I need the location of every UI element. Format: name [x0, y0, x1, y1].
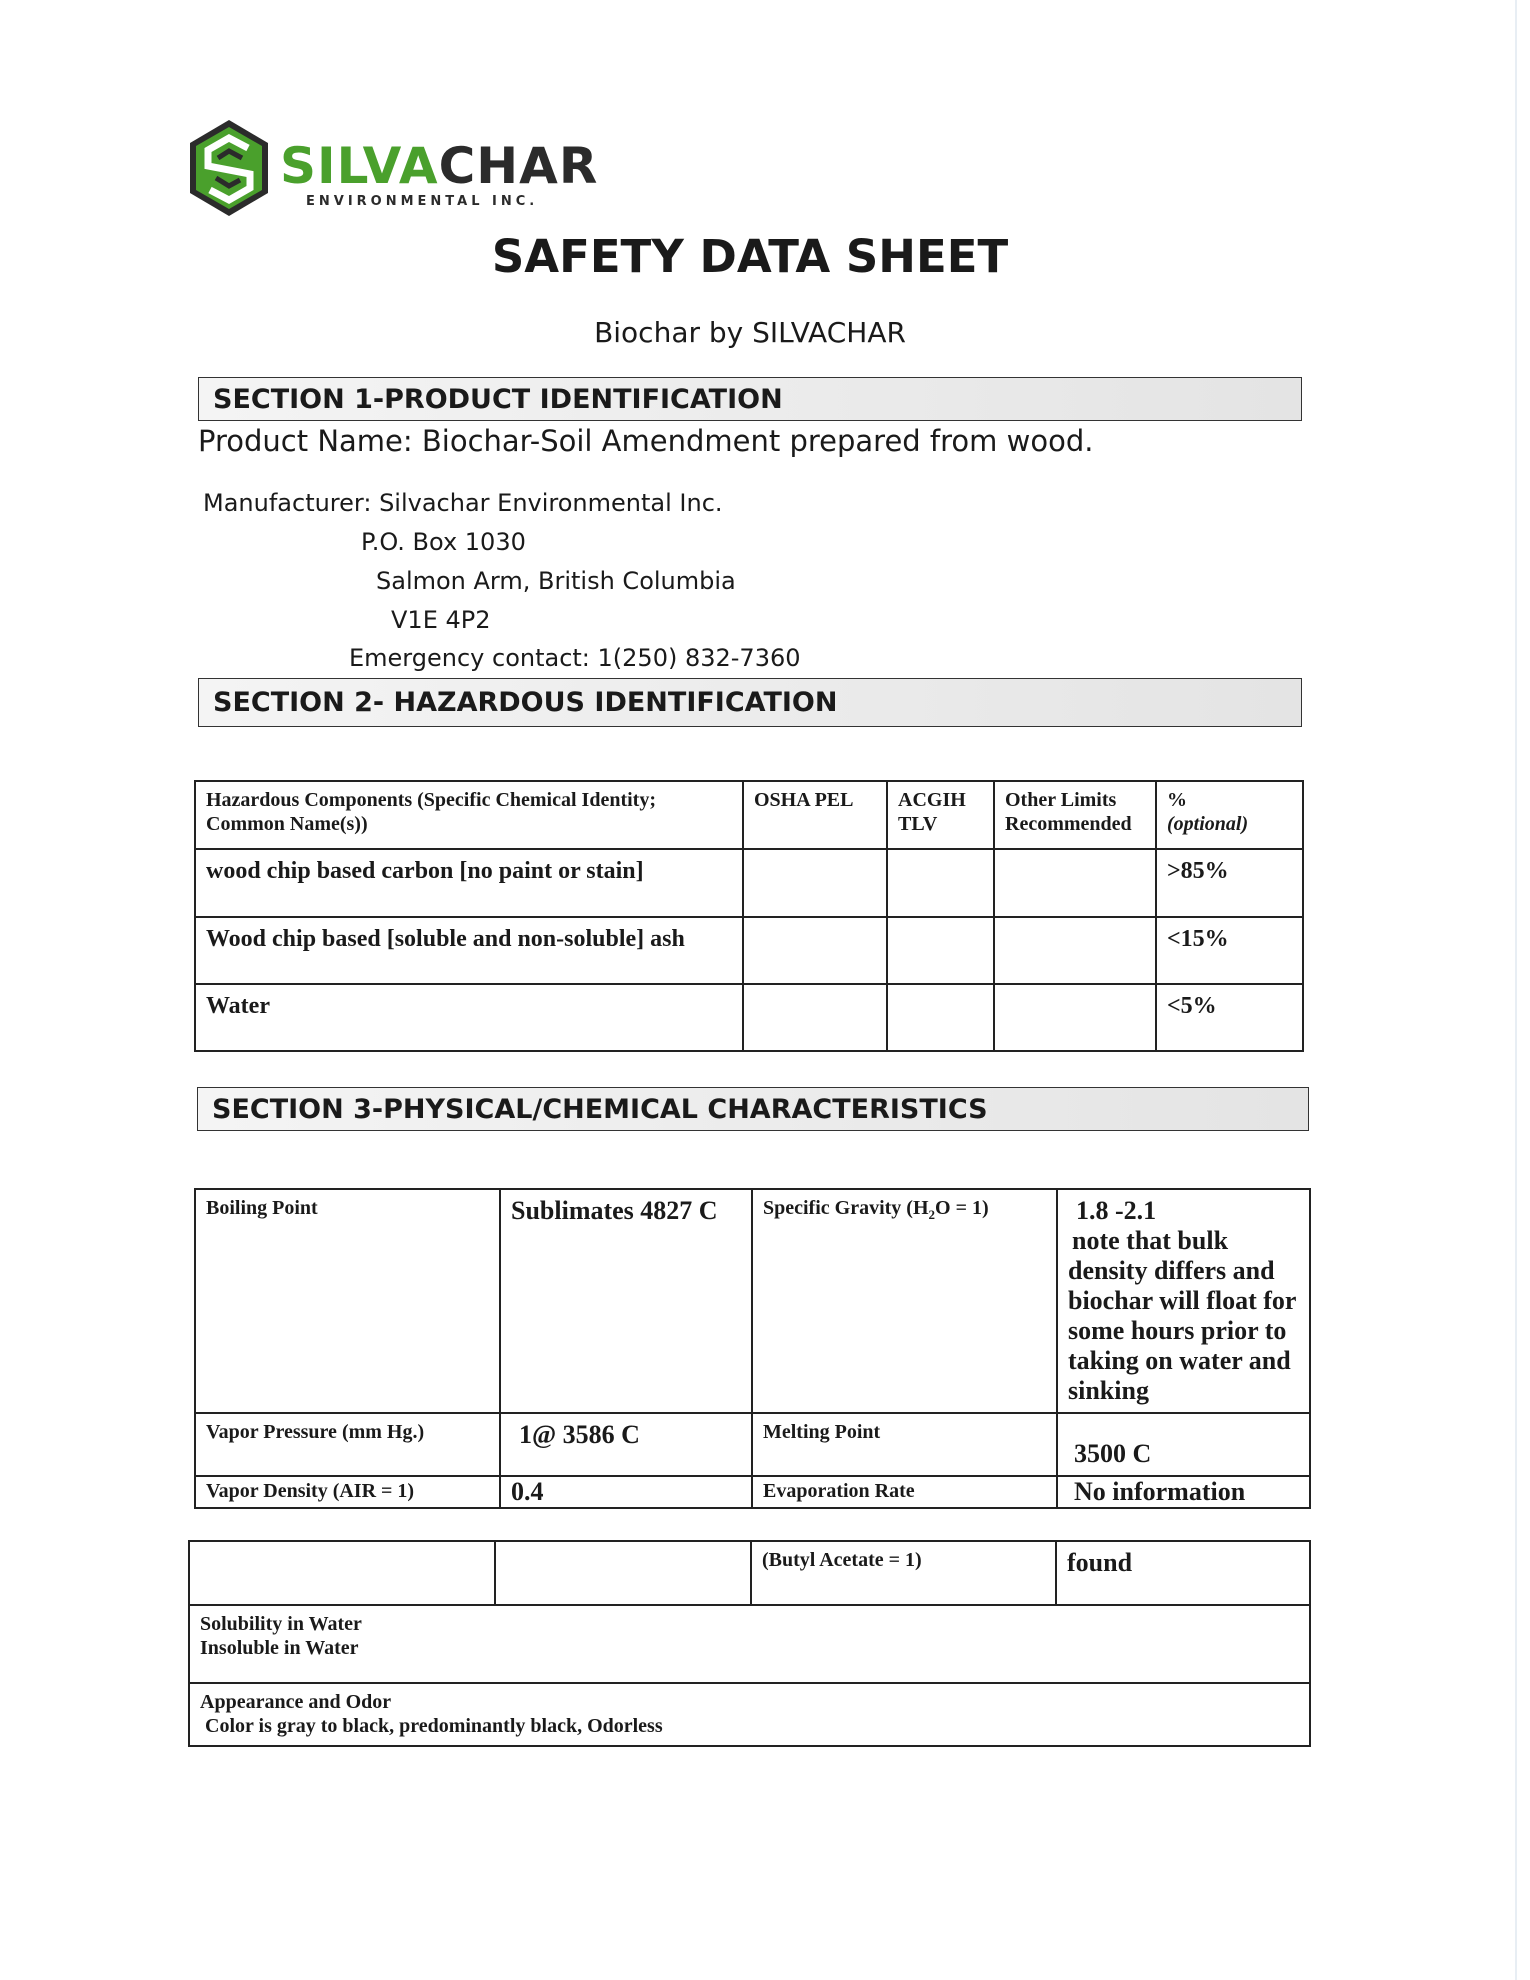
- manufacturer: Manufacturer: Silvachar Environmental In…: [203, 489, 723, 517]
- solubility-label: Solubility in Water: [200, 1613, 362, 1635]
- sg-label-text: Specific Gravity (H: [763, 1197, 929, 1219]
- sg-label-end: O = 1): [935, 1197, 989, 1219]
- acgih-cell: [886, 848, 995, 918]
- section-3-heading: SECTION 3-PHYSICAL/CHEMICAL CHARACTERIST…: [197, 1087, 1309, 1131]
- header-components: Hazardous Components (Specific Chemical …: [194, 780, 744, 850]
- vapor-pressure-value: 1@ 3586 C: [499, 1412, 753, 1477]
- document-subtitle: Biochar by SILVACHAR: [594, 316, 906, 349]
- sg-note: density differs and biochar will float f…: [1068, 1256, 1296, 1405]
- acgih-cell: [886, 916, 995, 985]
- other-cell: [993, 916, 1157, 985]
- osha-cell: [742, 983, 888, 1052]
- document-title: SAFETY DATA SHEET: [491, 230, 1009, 283]
- vapor-density-value: 0.4: [499, 1475, 753, 1509]
- header-other-limits: Other Limits Recommended: [993, 780, 1157, 850]
- other-cell: [993, 848, 1157, 918]
- other-cell: [993, 983, 1157, 1052]
- empty-cell: [188, 1540, 496, 1606]
- section-2-heading: SECTION 2- HAZARDOUS IDENTIFICATION: [198, 678, 1302, 727]
- vapor-density-label: Vapor Density (AIR = 1): [194, 1475, 501, 1509]
- solubility-cell: Solubility in Water Insoluble in Water: [188, 1604, 1311, 1684]
- boiling-point-label: Boiling Point: [194, 1188, 501, 1414]
- header-acgih-tlv: ACGIH TLV: [886, 780, 995, 850]
- product-name: Product Name: Biochar-Soil Amendment pre…: [198, 424, 1094, 458]
- melting-point-value: 3500 C: [1056, 1412, 1311, 1477]
- butyl-acetate-label: (Butyl Acetate = 1): [750, 1540, 1057, 1606]
- logo-text-silva: SILVA: [280, 137, 439, 195]
- table-row: wood chip based carbon [no paint or stai…: [194, 848, 1304, 918]
- physical-characteristics-table: Boiling Point Sublimates 4827 C Specific…: [194, 1188, 1311, 1509]
- acgih-cell: [886, 983, 995, 1052]
- logo-tagline: ENVIRONMENTAL INC.: [306, 194, 539, 209]
- appearance-value: Color is gray to black, predominantly bl…: [205, 1715, 663, 1737]
- emergency-contact: Emergency contact: 1(250) 832-7360: [349, 644, 801, 672]
- sg-note-line1: note that bulk: [1072, 1226, 1229, 1255]
- optional-label: (optional): [1167, 813, 1249, 835]
- table-row: Wood chip based [soluble and non-soluble…: [194, 916, 1304, 985]
- butyl-acetate-value: found: [1055, 1540, 1311, 1606]
- boiling-point-value: Sublimates 4827 C: [499, 1188, 753, 1414]
- sg-range: 1.8 -2.1: [1076, 1196, 1157, 1225]
- empty-cell: [494, 1540, 752, 1606]
- additional-characteristics-table: (Butyl Acetate = 1) found Solubility in …: [188, 1540, 1311, 1747]
- hexagon-s-logo-icon: [190, 120, 268, 216]
- component-name: Water: [194, 983, 744, 1052]
- specific-gravity-value: 1.8 -2.1 note that bulk density differs …: [1056, 1188, 1311, 1414]
- sg-subscript: 2: [928, 1207, 936, 1222]
- percent-cell: >85%: [1155, 848, 1304, 918]
- osha-cell: [742, 916, 888, 985]
- component-name: Wood chip based [soluble and non-soluble…: [194, 916, 744, 985]
- city: Salmon Arm, British Columbia: [376, 567, 736, 595]
- appearance-cell: Appearance and Odor Color is gray to bla…: [188, 1682, 1311, 1747]
- specific-gravity-label: Specific Gravity (H2O = 1): [751, 1188, 1058, 1414]
- melting-point-label: Melting Point: [751, 1412, 1058, 1477]
- scan-edge: [1515, 0, 1517, 1980]
- po-box: P.O. Box 1030: [361, 528, 526, 556]
- percent-label: %: [1167, 789, 1187, 811]
- evaporation-rate-value: No information: [1056, 1475, 1311, 1509]
- solubility-value: Insoluble in Water: [200, 1637, 359, 1659]
- hazardous-components-table: Hazardous Components (Specific Chemical …: [194, 780, 1304, 1052]
- postal-code: V1E 4P2: [391, 606, 491, 634]
- vapor-pressure-label: Vapor Pressure (mm Hg.): [194, 1412, 501, 1477]
- table-row: Water <5%: [194, 983, 1304, 1052]
- component-name: wood chip based carbon [no paint or stai…: [194, 848, 744, 918]
- evaporation-rate-label: Evaporation Rate: [751, 1475, 1058, 1509]
- logo-text-char: CHAR: [438, 137, 599, 195]
- percent-cell: <15%: [1155, 916, 1304, 985]
- header-osha-pel: OSHA PEL: [742, 780, 888, 850]
- percent-cell: <5%: [1155, 983, 1304, 1052]
- appearance-label: Appearance and Odor: [200, 1691, 392, 1713]
- osha-cell: [742, 848, 888, 918]
- header-percent: % (optional): [1155, 780, 1304, 850]
- company-logo: SILVACHAR ENVIRONMENTAL INC.: [188, 118, 597, 218]
- section-1-heading: SECTION 1-PRODUCT IDENTIFICATION: [198, 377, 1302, 421]
